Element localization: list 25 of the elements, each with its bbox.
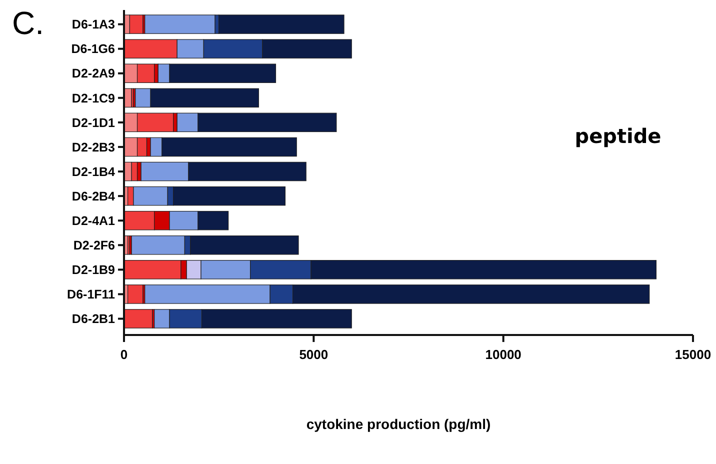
x-tick-label: 5000	[299, 347, 328, 362]
x-tick-label: 10000	[485, 347, 522, 362]
bar	[124, 309, 153, 328]
x-tick-label: 0	[120, 347, 128, 362]
y-tick-label: D2-1C9	[72, 91, 116, 106]
y-tick-label: D6-1A3	[72, 18, 116, 32]
y-tick-label: D2-2A9	[72, 66, 116, 81]
y-tick-label: D2-2F6	[73, 238, 116, 252]
x-tick-label: 15000	[674, 347, 712, 362]
bar	[129, 14, 144, 34]
y-tick-label: D6-1F11	[67, 288, 116, 302]
y-tick-label: D2-4A1	[72, 214, 116, 228]
x-axis-title: cytokine production (pg/ml)	[306, 416, 491, 432]
y-tick-label: D6-2B4	[72, 189, 116, 204]
bar	[127, 284, 144, 304]
text: C.	[12, 5, 44, 41]
bar	[218, 14, 344, 34]
y-tick-label: D2-1D1	[72, 116, 116, 130]
y-tick-label: D6-1G6	[71, 42, 116, 56]
y-tick-label: D6-2B1	[72, 312, 116, 326]
y-tick-label: D2-2B3	[72, 140, 116, 154]
annotation: peptide	[574, 124, 662, 148]
bar	[144, 14, 216, 34]
y-tick-label: D2-1B9	[72, 263, 116, 278]
y-tick-label: D2-1B4	[72, 164, 116, 179]
